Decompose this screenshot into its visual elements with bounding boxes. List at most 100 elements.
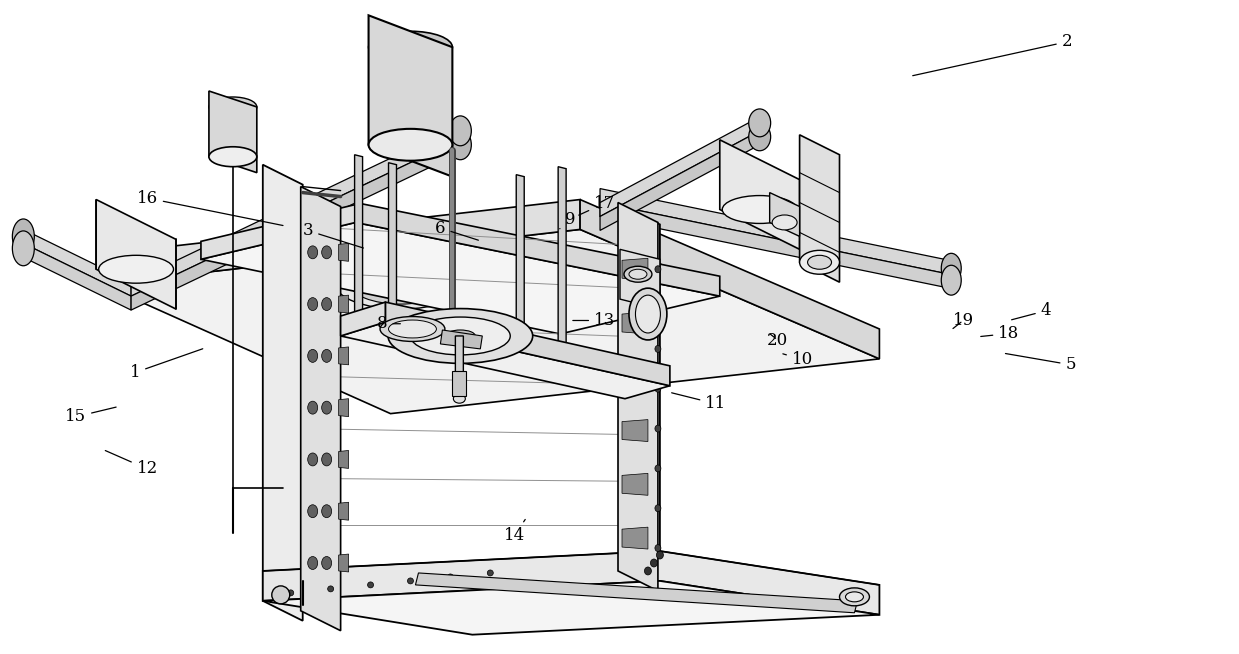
Ellipse shape — [748, 109, 771, 137]
Polygon shape — [338, 243, 348, 262]
Polygon shape — [385, 302, 670, 386]
Text: 15: 15 — [64, 407, 116, 425]
Polygon shape — [600, 188, 949, 274]
Polygon shape — [338, 295, 348, 313]
Text: 19: 19 — [953, 312, 974, 329]
Polygon shape — [356, 203, 720, 296]
Polygon shape — [517, 175, 524, 361]
Ellipse shape — [655, 505, 660, 511]
Ellipse shape — [99, 255, 173, 283]
Text: 9: 9 — [560, 211, 575, 229]
Ellipse shape — [368, 31, 452, 63]
Text: 4: 4 — [1011, 302, 1052, 320]
Text: 1: 1 — [130, 349, 203, 381]
Text: 18: 18 — [981, 325, 1020, 342]
Text: 12: 12 — [105, 451, 157, 477]
Polygon shape — [97, 199, 176, 309]
Polygon shape — [201, 205, 356, 259]
Text: 13: 13 — [572, 312, 616, 329]
Polygon shape — [338, 399, 348, 417]
Polygon shape — [622, 473, 648, 495]
Ellipse shape — [388, 309, 533, 364]
Polygon shape — [440, 330, 482, 349]
Polygon shape — [131, 125, 461, 296]
Text: 16: 16 — [136, 190, 282, 226]
Ellipse shape — [322, 298, 332, 311]
Text: 10: 10 — [783, 351, 813, 368]
Ellipse shape — [322, 401, 332, 414]
Polygon shape — [102, 230, 880, 413]
Ellipse shape — [644, 567, 652, 575]
Text: 11: 11 — [672, 393, 726, 412]
Ellipse shape — [447, 574, 453, 580]
Polygon shape — [622, 527, 648, 549]
Ellipse shape — [209, 97, 256, 117]
Ellipse shape — [408, 578, 414, 584]
Ellipse shape — [655, 345, 660, 353]
Ellipse shape — [450, 116, 471, 146]
Ellipse shape — [808, 255, 831, 269]
Ellipse shape — [655, 266, 660, 273]
Polygon shape — [338, 554, 348, 572]
Ellipse shape — [307, 453, 317, 466]
Ellipse shape — [722, 196, 797, 224]
Ellipse shape — [942, 266, 961, 295]
Ellipse shape — [624, 266, 652, 282]
Polygon shape — [201, 222, 720, 334]
Polygon shape — [456, 336, 463, 402]
Ellipse shape — [655, 425, 660, 432]
Ellipse shape — [12, 219, 35, 254]
Text: 2: 2 — [913, 33, 1072, 76]
Ellipse shape — [307, 246, 317, 259]
Polygon shape — [618, 203, 658, 591]
Ellipse shape — [629, 269, 647, 279]
Ellipse shape — [655, 385, 660, 392]
Polygon shape — [21, 228, 131, 296]
Text: 20: 20 — [767, 332, 788, 349]
Ellipse shape — [322, 349, 332, 362]
Polygon shape — [620, 205, 660, 581]
Polygon shape — [622, 366, 648, 388]
Ellipse shape — [322, 246, 332, 259]
Polygon shape — [263, 581, 880, 634]
Text: 17: 17 — [579, 195, 616, 215]
Polygon shape — [131, 139, 461, 310]
Ellipse shape — [307, 349, 317, 362]
Ellipse shape — [307, 505, 317, 518]
Polygon shape — [600, 117, 760, 216]
Polygon shape — [415, 573, 857, 613]
Polygon shape — [600, 203, 949, 288]
Ellipse shape — [322, 505, 332, 518]
Polygon shape — [102, 199, 580, 284]
Ellipse shape — [655, 305, 660, 313]
Ellipse shape — [389, 320, 436, 338]
Ellipse shape — [450, 130, 471, 160]
Polygon shape — [580, 199, 880, 359]
Ellipse shape — [657, 551, 663, 559]
Ellipse shape — [748, 123, 771, 151]
Ellipse shape — [650, 559, 658, 567]
Ellipse shape — [380, 317, 445, 341]
Ellipse shape — [799, 250, 840, 274]
Ellipse shape — [307, 401, 317, 414]
Ellipse shape — [322, 557, 332, 570]
Ellipse shape — [655, 465, 660, 472]
Polygon shape — [769, 192, 799, 236]
Ellipse shape — [410, 317, 510, 355]
Polygon shape — [558, 167, 566, 351]
Ellipse shape — [772, 215, 797, 230]
Ellipse shape — [322, 453, 332, 466]
Ellipse shape — [327, 586, 333, 592]
Polygon shape — [799, 135, 840, 282]
Ellipse shape — [12, 231, 35, 266]
Ellipse shape — [629, 288, 667, 340]
Ellipse shape — [307, 557, 317, 570]
Ellipse shape — [209, 146, 256, 167]
Ellipse shape — [445, 330, 476, 342]
Ellipse shape — [351, 264, 451, 304]
Polygon shape — [622, 420, 648, 441]
Ellipse shape — [655, 545, 660, 551]
Polygon shape — [338, 502, 348, 520]
Bar — [452, 371, 466, 396]
Polygon shape — [301, 186, 341, 630]
